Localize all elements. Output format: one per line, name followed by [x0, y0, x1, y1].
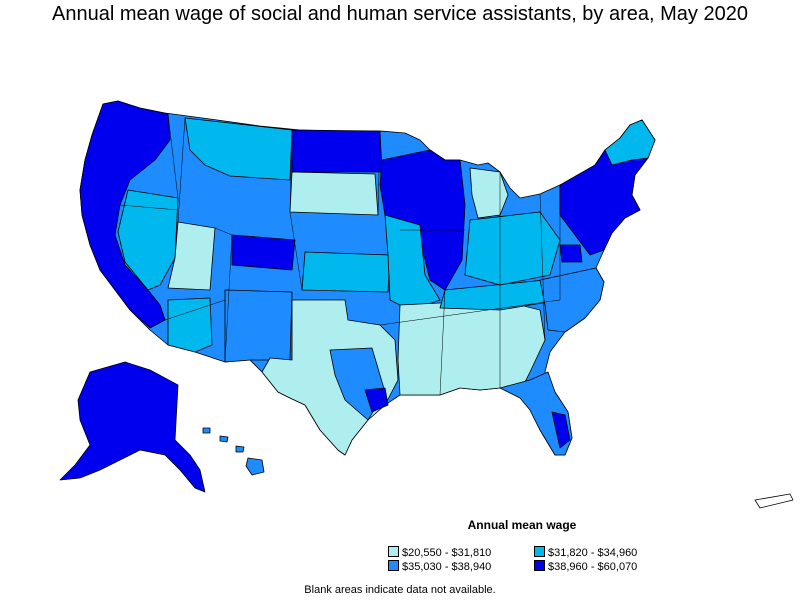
legend-swatch-tier4 — [534, 560, 545, 571]
dc-area — [559, 244, 583, 263]
footnote: Blank areas indicate data not available. — [304, 584, 496, 596]
florida-region — [499, 371, 573, 456]
south-dakota-region — [289, 171, 379, 216]
legend-item-tier2: $31,820 - $34,960 — [534, 546, 637, 560]
arizona-south-region — [167, 297, 213, 353]
hawaii-kauai — [202, 427, 211, 434]
legend-swatch-tier2 — [534, 546, 545, 557]
houston-area — [364, 387, 389, 413]
legend: Annual mean wage $20,550 - $31,810 $31,8… — [384, 518, 684, 578]
legend-label-tier1: $20,550 - $31,810 — [402, 547, 492, 559]
legend-item-tier4: $38,960 - $60,070 — [534, 560, 637, 574]
north-dakota-region — [291, 129, 383, 173]
new-mexico-region — [224, 289, 293, 363]
legend-swatch-tier3 — [388, 560, 399, 571]
legend-label-tier2: $31,820 - $34,960 — [548, 547, 638, 559]
legend-label-tier4: $38,960 - $60,070 — [548, 561, 638, 573]
carolinas-region — [539, 267, 605, 333]
legend-swatch-tier1 — [388, 546, 399, 557]
hawaii-maui — [235, 445, 245, 453]
area-boundaries — [119, 113, 561, 396]
colorado-region — [231, 234, 296, 271]
hawaii-big-island — [245, 457, 265, 476]
map-title: Annual mean wage of social and human ser… — [52, 3, 748, 25]
utah-region — [167, 221, 216, 291]
puerto-rico — [754, 493, 794, 509]
southeast-region — [397, 299, 546, 396]
legend-title: Annual mean wage — [467, 518, 577, 532]
pacific-coast-region — [79, 100, 171, 329]
maine-region — [604, 119, 656, 166]
south-florida-area — [551, 411, 571, 449]
alaska-region — [59, 361, 206, 493]
legend-label-tier3: $35,030 - $38,940 — [402, 561, 492, 573]
ohio-valley-region — [464, 211, 561, 286]
legend-item-tier1: $20,550 - $31,810 — [388, 546, 491, 560]
hawaii-oahu — [219, 435, 229, 443]
legend-item-tier3: $35,030 - $38,940 — [388, 560, 491, 574]
nevada-region — [117, 189, 179, 291]
kansas-region — [301, 251, 391, 293]
